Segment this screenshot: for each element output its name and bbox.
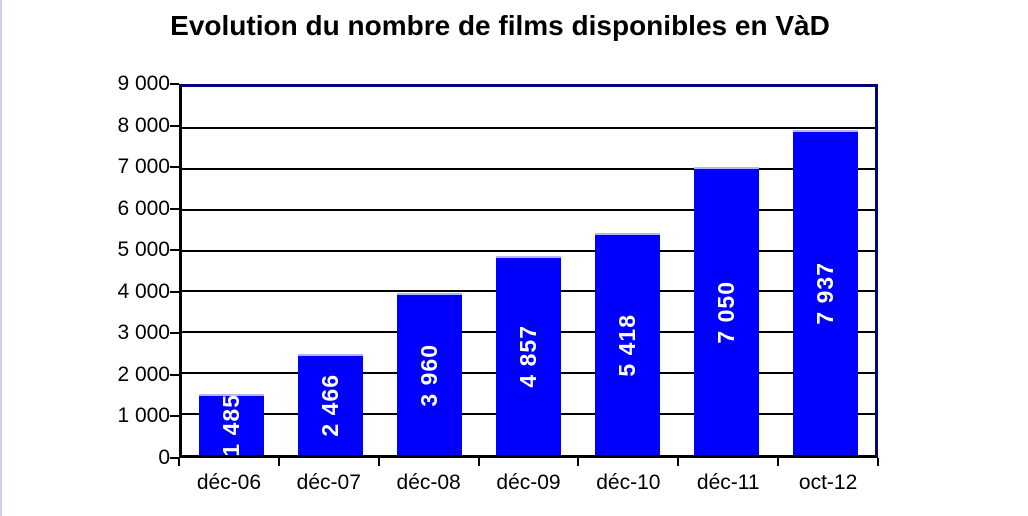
y-axis-tick-label: 4 000 [117, 279, 170, 303]
x-axis-tick [877, 458, 879, 466]
x-axis-tick [577, 458, 580, 466]
bar-value-label: 5 418 [613, 313, 640, 377]
x-axis-tick [677, 458, 680, 466]
bar-slot: 4 857 [479, 87, 578, 455]
bar-slot: 1 485 [182, 87, 281, 457]
bar: 2 466 [297, 354, 364, 455]
y-axis-tick-label: 8 000 [117, 113, 170, 137]
x-axis-tick-label: déc-06 [196, 471, 262, 494]
x-axis-tick-label: déc-11 [696, 471, 760, 494]
y-axis-tick [170, 373, 179, 376]
bar: 1 485 [198, 394, 265, 457]
bar-value-label: 7 937 [811, 262, 838, 326]
bar: 3 960 [396, 293, 463, 455]
x-axis-tick [777, 458, 780, 466]
y-axis-tick [170, 207, 179, 210]
page-left-border [0, 0, 2, 516]
bar-value-label: 4 857 [514, 325, 541, 388]
y-axis-tick-label: 5 000 [117, 238, 170, 262]
bar-slot: 7 050 [677, 87, 776, 455]
chart-title: Evolution du nombre de films disponibles… [170, 10, 830, 41]
bar: 5 418 [594, 233, 661, 455]
x-axis-tick-label: déc-09 [496, 471, 561, 494]
y-axis: 0 1 000 2 000 3 000 4 000 5 000 6 000 7 000 8 00… [0, 73, 170, 469]
x-axis-tick-label: oct-12 [798, 471, 858, 494]
bar: 4 857 [495, 256, 562, 455]
gridline [182, 249, 875, 252]
x-axis-tick-label: déc-07 [296, 471, 361, 494]
x-axis-tick [477, 458, 480, 466]
y-axis-tick [170, 457, 179, 459]
bar: 7 937 [792, 130, 859, 455]
y-axis-tick-label: 1 000 [117, 404, 170, 428]
gridline [182, 126, 875, 129]
x-axis-tick [277, 458, 280, 466]
gridline [182, 167, 875, 170]
bar-slot: 2 466 [281, 87, 380, 455]
y-axis-tick [170, 83, 179, 85]
bar-slot: 5 418 [578, 87, 677, 455]
x-axis: déc-06 déc-07 déc-08 déc-09 déc-10 déc-11 oct-… [179, 471, 878, 495]
y-axis-tick-label: 9 000 [117, 72, 170, 95]
y-axis-tick-label: 7 000 [117, 155, 170, 179]
y-axis-tick-label: 2 000 [117, 362, 170, 386]
x-axis-tick-label: déc-08 [396, 471, 461, 494]
y-axis-tick-label: 3 000 [117, 321, 170, 345]
y-axis-tick [170, 415, 179, 418]
gridline [182, 208, 875, 211]
bar-value-label: 3 960 [415, 343, 442, 407]
y-axis-tick [170, 166, 179, 169]
y-axis-tick-label: 6 000 [117, 196, 170, 220]
y-axis-tick [170, 290, 179, 293]
bar-series: 1 485 2 466 3 960 4 857 5 418 7 050 7 937 [182, 87, 875, 457]
y-axis-tick [170, 124, 179, 127]
bar-slot: 3 960 [380, 87, 479, 455]
y-axis-tick [170, 332, 179, 335]
bar-value-label: 7 050 [712, 280, 739, 344]
y-axis-tick-label: 0 [158, 446, 170, 469]
bar: 7 050 [693, 166, 760, 455]
x-axis-tick [178, 458, 180, 466]
bar-value-label: 1 485 [217, 394, 244, 457]
x-axis-tick [377, 458, 380, 466]
plot-area: 1 485 2 466 3 960 4 857 5 418 7 050 7 937 [179, 84, 878, 458]
y-axis-tick [170, 249, 179, 252]
x-axis-tick-label: déc-10 [596, 471, 661, 494]
bar-slot: 7 937 [776, 87, 875, 455]
bar-value-label: 2 466 [316, 374, 343, 437]
